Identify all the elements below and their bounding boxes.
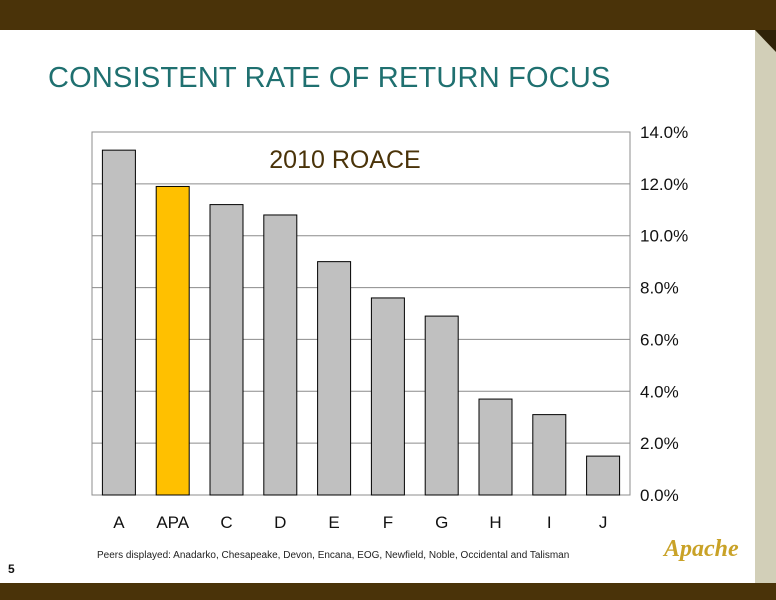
bar	[532, 414, 567, 496]
y-tick-label: 12.0%	[640, 175, 688, 194]
x-tick-label: H	[489, 513, 501, 532]
right-frame-notch	[755, 30, 776, 52]
x-tick-label: C	[220, 513, 232, 532]
y-tick-label: 14.0%	[640, 123, 688, 142]
x-tick-label: G	[435, 513, 448, 532]
x-tick-label: F	[383, 513, 393, 532]
bar	[209, 204, 244, 496]
x-tick-label: APA	[156, 513, 189, 532]
y-tick-label: 2.0%	[640, 434, 679, 453]
page-number: 5	[8, 562, 15, 576]
x-tick-label: D	[274, 513, 286, 532]
y-tick-label: 0.0%	[640, 486, 679, 505]
y-tick-label: 4.0%	[640, 382, 679, 401]
peers-footnote: Peers displayed: Anadarko, Chesapeake, D…	[97, 550, 570, 561]
bar	[263, 214, 298, 496]
bottom-frame-bar	[0, 583, 776, 600]
y-tick-label: 10.0%	[640, 227, 688, 246]
x-tick-label: A	[113, 513, 125, 532]
x-tick-label: E	[328, 513, 339, 532]
right-frame-strip	[755, 30, 776, 583]
chart-title: 2010 ROACE	[269, 146, 420, 174]
apache-logo: Apache	[664, 536, 739, 562]
bar	[101, 149, 136, 496]
top-frame-bar	[0, 0, 776, 30]
bar	[370, 297, 405, 496]
x-tick-label: I	[547, 513, 552, 532]
bar	[317, 261, 352, 496]
bar	[424, 315, 459, 496]
y-tick-label: 6.0%	[640, 330, 679, 349]
bar-apa-highlight	[155, 185, 190, 496]
bar	[586, 455, 621, 496]
y-tick-label: 8.0%	[640, 279, 679, 298]
x-tick-label: J	[599, 513, 608, 532]
slide-title: CONSISTENT RATE OF RETURN FOCUS	[48, 62, 611, 94]
bar	[478, 398, 513, 496]
